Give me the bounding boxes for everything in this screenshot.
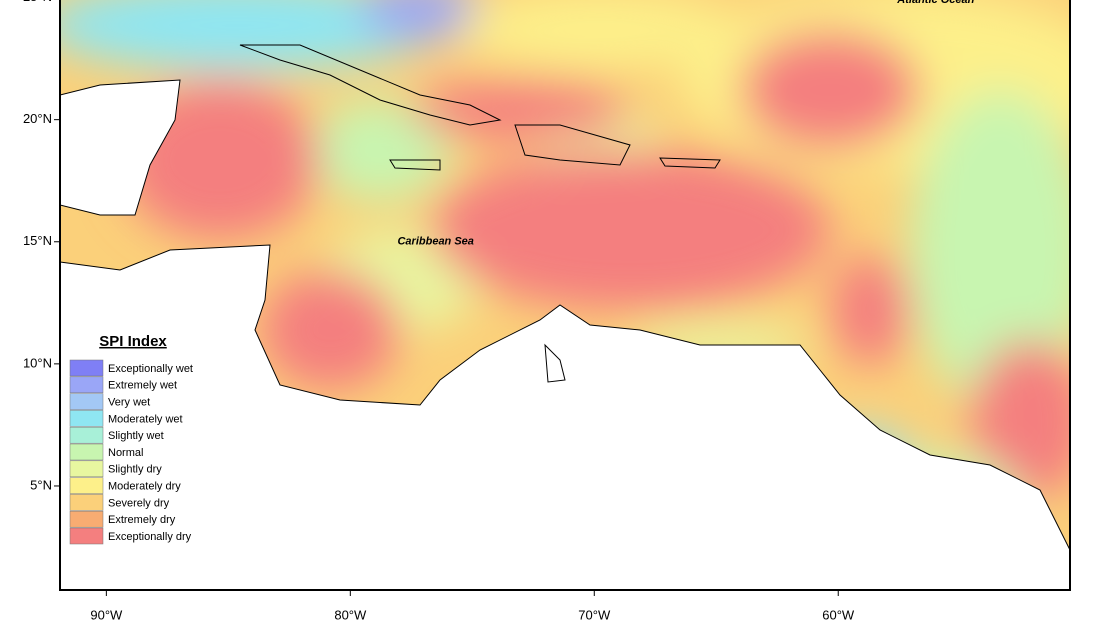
y-tick-label: 20°N — [23, 111, 52, 126]
legend-label: Very wet — [108, 397, 150, 409]
x-tick-label: 90°W — [90, 607, 123, 622]
legend-swatch — [69, 494, 104, 511]
legend: SPI Index Exceptionally wet Extremely wet… — [69, 333, 193, 545]
legend-label: Normal — [108, 447, 143, 459]
legend-label: Exceptionally wet — [108, 363, 193, 375]
legend-title: SPI Index — [99, 333, 167, 350]
legend-swatch — [69, 443, 104, 461]
legend-label: Extremely wet — [108, 380, 177, 392]
legend-swatch — [69, 477, 104, 494]
legend-label: Slightly wet — [108, 430, 164, 442]
legend-swatch — [69, 426, 104, 444]
legend-swatch — [69, 460, 104, 478]
x-tick-label: 80°W — [334, 607, 367, 622]
y-tick-label: 5°N — [30, 477, 52, 492]
legend-label: Moderately wet — [108, 413, 183, 425]
y-tick-label: 25°N — [23, 0, 52, 4]
place-label: Caribbean Sea — [397, 236, 473, 248]
legend-label: Severely dry — [108, 497, 170, 509]
place-label: Atlantic Ocean — [896, 0, 974, 6]
legend-label: Exceptionally dry — [108, 531, 192, 543]
legend-swatch — [69, 359, 104, 377]
legend-label: Extremely dry — [108, 514, 176, 526]
map-frame — [59, 0, 1071, 591]
legend-swatch — [69, 510, 104, 528]
x-tick-label: 60°W — [822, 607, 855, 622]
x-tick-label: 70°W — [578, 607, 611, 622]
legend-swatch — [69, 410, 104, 427]
legend-swatch — [69, 393, 104, 410]
y-tick-label: 10°N — [23, 355, 52, 370]
legend-swatch — [69, 376, 104, 394]
y-tick-label: 15°N — [23, 233, 52, 248]
legend-label: Slightly dry — [108, 464, 162, 476]
legend-label: Moderately dry — [108, 481, 181, 493]
spi-field — [60, 0, 1070, 590]
legend-swatch — [69, 527, 104, 545]
